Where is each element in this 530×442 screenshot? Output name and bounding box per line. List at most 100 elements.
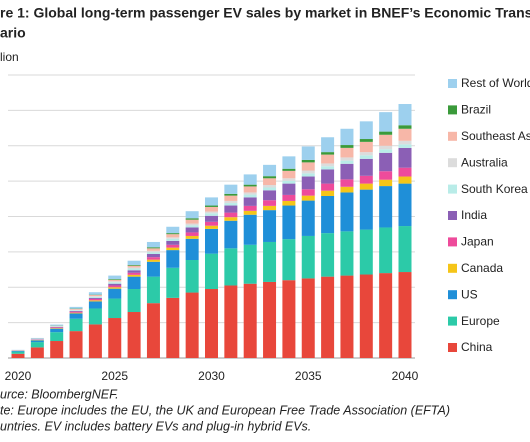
bar-segment (166, 226, 180, 234)
bar-segment (127, 276, 141, 290)
bar-segment (379, 149, 393, 153)
bar-segment (127, 274, 141, 277)
chart-title: ario (0, 25, 26, 41)
bar-segment (88, 295, 102, 297)
bar-segment (166, 267, 180, 298)
bar-segment (224, 212, 238, 218)
bar-segment (340, 145, 354, 148)
bar-segment (108, 288, 122, 299)
bar-segment (340, 128, 354, 146)
bar-segment (88, 292, 102, 295)
bar-segment (321, 163, 335, 167)
bar-segment (398, 176, 412, 184)
bar-segment (205, 205, 218, 207)
footnote: te: Europe includes the EU, the UK and E… (0, 403, 450, 417)
bar-segment (398, 125, 412, 129)
bar-segment (108, 287, 122, 289)
bar-segment (205, 253, 218, 290)
bar-segment (88, 308, 102, 325)
bar-segment (398, 128, 412, 141)
bar-segment (301, 170, 315, 174)
bar-segment (340, 160, 354, 164)
bar-segment (205, 197, 218, 206)
bar-segment (88, 301, 102, 309)
bar-segment (359, 152, 373, 156)
bar-segment (301, 278, 315, 358)
bar-segment (359, 141, 373, 153)
bar-segment (301, 173, 315, 177)
bar-segment (301, 195, 315, 201)
bar-segment (166, 250, 180, 268)
legend-swatch (448, 131, 457, 141)
bar-segment (243, 194, 257, 198)
legend-swatch (448, 79, 457, 88)
bar-segment (30, 342, 44, 348)
bar-segment (108, 275, 122, 280)
bar-segment (301, 146, 315, 160)
bar-segment (282, 168, 296, 171)
bar-segment (205, 206, 218, 212)
bar-segment (146, 253, 160, 258)
bar-segment (379, 179, 393, 187)
bar-segment (379, 134, 393, 146)
bar-segment (321, 195, 335, 234)
bar-segment (205, 228, 218, 254)
bar-segment (166, 297, 180, 358)
bar-segment (340, 275, 354, 358)
legend-swatch (448, 184, 457, 194)
bar-segment (11, 350, 25, 352)
bar-segment (263, 241, 277, 282)
legend-swatch (448, 316, 457, 326)
y-axis-label: lion (0, 50, 19, 64)
bar-segment (127, 267, 141, 269)
bar-segment (224, 220, 238, 249)
bar-segment (69, 318, 83, 332)
bar-segment (359, 189, 373, 230)
bar-segment (359, 158, 373, 176)
bar-segment (166, 244, 180, 248)
bar-segment (359, 121, 373, 140)
bar-segment (282, 280, 296, 358)
bar-segment (108, 285, 122, 288)
legend-label: US (461, 287, 478, 301)
bar-segment (398, 140, 412, 145)
legend-label: China (461, 340, 493, 354)
x-tick-label: 2030 (198, 369, 225, 383)
legend-label: Rest of World (461, 76, 530, 90)
chart-title: re 1: Global long-term passenger EV sale… (0, 5, 530, 21)
bar-segment (185, 225, 199, 228)
bar-segment (224, 200, 238, 204)
bar-segment (88, 298, 102, 301)
bar-segment (146, 252, 160, 254)
legend-label: India (461, 208, 487, 222)
bar-segment (88, 324, 102, 358)
bar-segment (146, 261, 160, 277)
bar-segment (243, 283, 257, 358)
x-tick-label: 2040 (392, 369, 419, 383)
bar-segment (166, 233, 180, 235)
bar-segment (224, 195, 238, 201)
bar-segment (321, 233, 335, 277)
legend-swatch (448, 105, 457, 115)
bar-segment (146, 247, 160, 249)
bar-segment (340, 179, 354, 187)
bar-segment (301, 189, 315, 196)
bar-segment (185, 211, 199, 219)
x-tick-label: 2025 (101, 369, 128, 383)
bar-segment (146, 276, 160, 304)
bar-segment (185, 219, 199, 224)
bar-segment (340, 147, 354, 158)
bar-segment (50, 341, 64, 358)
bar-segment (166, 238, 180, 241)
bar-segment (263, 205, 277, 211)
bar-segment (185, 260, 199, 293)
bar-segment (359, 139, 373, 142)
bar-segment (185, 292, 199, 358)
bar-segment (88, 296, 102, 298)
bar-segment (243, 192, 257, 195)
bar-segment (224, 193, 238, 196)
bar-segment (321, 152, 335, 155)
bar-segment (108, 283, 122, 286)
legend-label: Southeast Asia (461, 129, 530, 143)
legend-swatch (448, 158, 457, 168)
